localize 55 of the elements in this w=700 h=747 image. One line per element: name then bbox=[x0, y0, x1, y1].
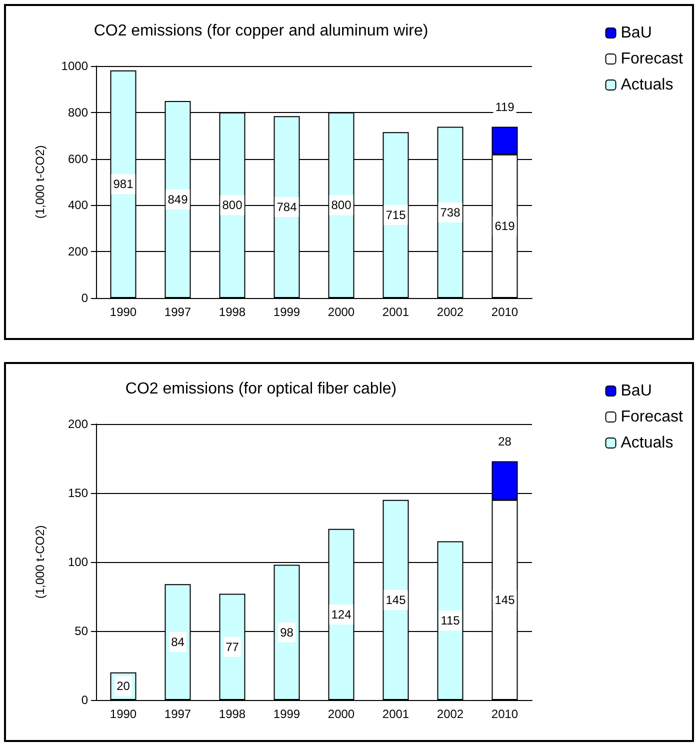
x-tick-label: 1998 bbox=[218, 305, 246, 319]
y-tick-label: 150 bbox=[68, 486, 88, 500]
x-tick-label: 1997 bbox=[164, 305, 192, 319]
x-tick-label: 2000 bbox=[328, 305, 355, 319]
x-tick-label: 2001 bbox=[382, 305, 410, 319]
y-axis-title: (1,000 t-CO2) bbox=[33, 525, 47, 599]
y-tick-label: 200 bbox=[68, 244, 88, 259]
y-tick-label: 100 bbox=[68, 555, 88, 569]
legend-label: BaU bbox=[620, 382, 652, 400]
data-label: 77 bbox=[226, 640, 240, 654]
x-tick-label: 1999 bbox=[273, 707, 300, 721]
data-label: 98 bbox=[280, 625, 294, 640]
data-label: 784 bbox=[276, 200, 298, 214]
data-label: 715 bbox=[386, 208, 406, 222]
legend-label: Actuals bbox=[620, 434, 674, 452]
data-label: 124 bbox=[331, 607, 352, 622]
x-tick-label: 1990 bbox=[110, 305, 137, 319]
y-tick-label: 400 bbox=[68, 198, 88, 212]
data-label: 145 bbox=[386, 592, 406, 607]
chart-title: CO2 emissions (for copper and aluminum wire) bbox=[94, 22, 428, 40]
data-label: 981 bbox=[113, 177, 134, 192]
x-tick-label: 2010 bbox=[491, 305, 518, 319]
chart-title: CO2 emissions (for optical fiber cable) bbox=[125, 380, 397, 398]
x-tick-label: 2002 bbox=[436, 707, 464, 721]
x-tick-label: 1999 bbox=[273, 305, 300, 319]
data-label: 119 bbox=[495, 100, 515, 114]
x-tick-label: 1997 bbox=[164, 707, 192, 721]
data-label: 20 bbox=[116, 679, 130, 694]
legend-label: BaU bbox=[620, 24, 652, 42]
data-label: 145 bbox=[494, 592, 516, 607]
x-tick-label: 2000 bbox=[328, 707, 355, 721]
y-tick-label: 800 bbox=[68, 105, 88, 120]
y-tick-label: 50 bbox=[74, 624, 88, 638]
x-tick-label: 1990 bbox=[110, 707, 137, 721]
legend-label: Actuals bbox=[620, 76, 674, 94]
y-axis-title: (1,000 t-CO2) bbox=[33, 145, 47, 219]
y-tick-label: 1000 bbox=[61, 59, 88, 73]
data-label: 28 bbox=[498, 434, 512, 448]
legend-label: Forecast bbox=[620, 50, 684, 68]
data-label: 800 bbox=[222, 198, 243, 212]
data-label: 115 bbox=[440, 614, 460, 628]
data-label: 738 bbox=[440, 205, 461, 220]
x-tick-label: 1998 bbox=[218, 707, 246, 721]
data-label: 84 bbox=[171, 635, 185, 650]
x-tick-label: 2010 bbox=[491, 707, 518, 721]
y-tick-label: 600 bbox=[68, 152, 88, 166]
legend-label: Forecast bbox=[620, 408, 684, 426]
data-label: 619 bbox=[494, 219, 516, 234]
x-tick-label: 2002 bbox=[436, 305, 464, 319]
y-tick-label: 200 bbox=[68, 417, 88, 431]
x-tick-label: 2001 bbox=[382, 707, 410, 721]
y-tick-label: 0 bbox=[81, 693, 88, 707]
y-tick-label: 0 bbox=[81, 291, 88, 305]
data-label: 849 bbox=[168, 192, 188, 207]
data-label: 800 bbox=[331, 198, 352, 212]
